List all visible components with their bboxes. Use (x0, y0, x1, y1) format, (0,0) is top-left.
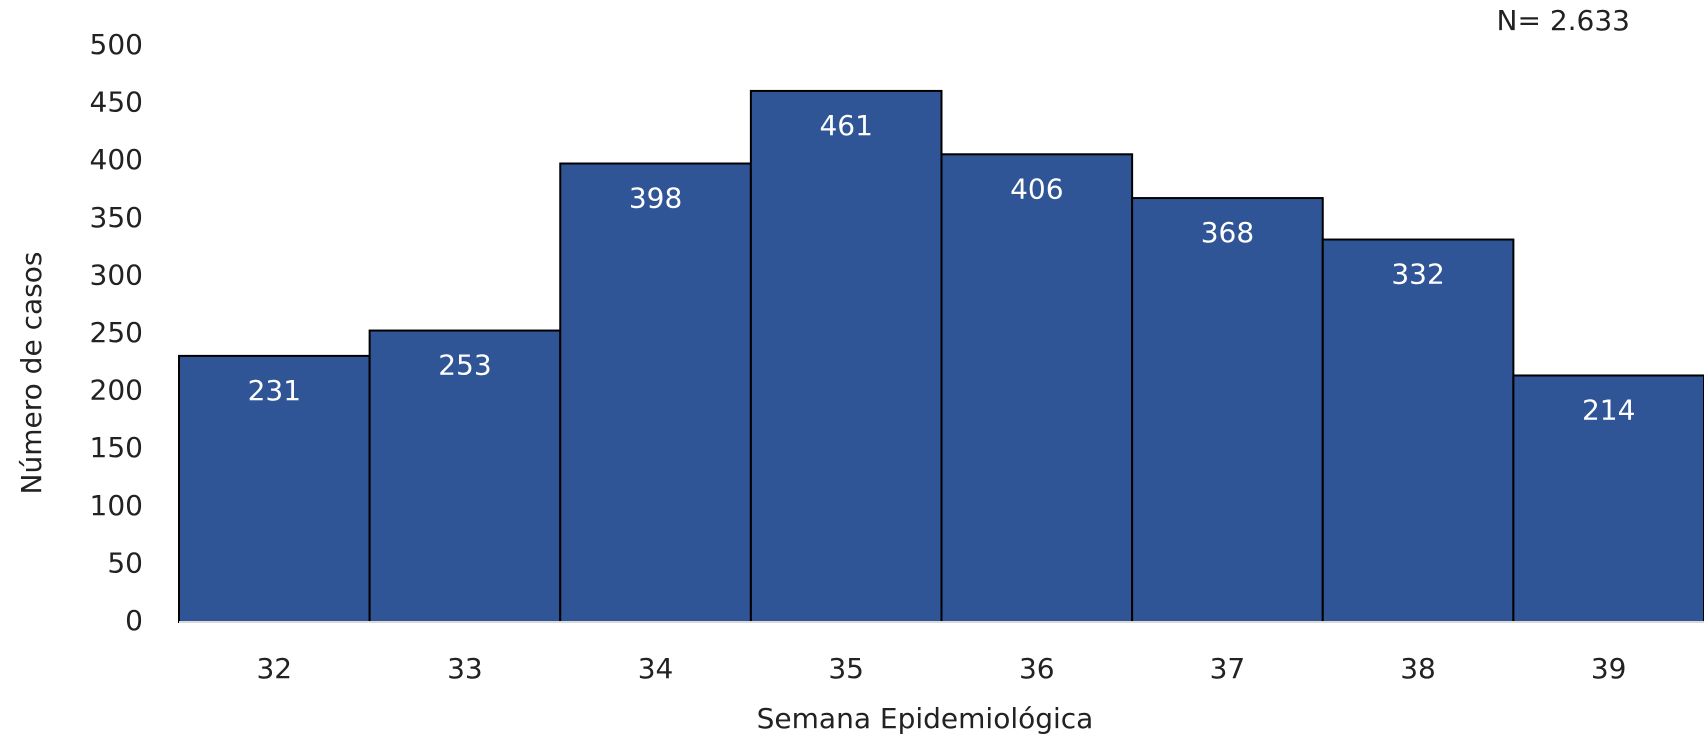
x-tick-label: 38 (1400, 652, 1436, 685)
bar (1321, 238, 1515, 623)
x-axis-title: Semana Epidemiológica (757, 702, 1094, 735)
bar (940, 153, 1134, 623)
y-tick-label: 350 (90, 201, 143, 234)
bar (1131, 197, 1324, 623)
value-label: 406 (1010, 172, 1063, 205)
value-label: 398 (629, 182, 682, 215)
value-label: 332 (1391, 258, 1444, 291)
y-tick-label: 0 (125, 604, 143, 637)
y-tick-label: 50 (107, 546, 143, 579)
y-tick-label: 100 (90, 489, 143, 522)
x-tick-label: 39 (1591, 652, 1627, 685)
bar (178, 354, 371, 623)
value-label: 368 (1201, 216, 1254, 249)
annotation: N= 2.633 (1497, 4, 1630, 37)
bar (368, 329, 562, 623)
bar (749, 89, 943, 624)
y-tick-label: 500 (90, 28, 143, 61)
y-tick-label: 200 (90, 374, 143, 407)
x-tick-label: 36 (1019, 652, 1055, 685)
value-label: 461 (819, 109, 872, 142)
x-tick-label: 37 (1210, 652, 1246, 685)
value-label: 231 (248, 374, 301, 407)
x-tick-label: 32 (256, 652, 292, 685)
y-tick-label: 450 (90, 86, 143, 119)
value-label: 253 (438, 349, 491, 382)
y-tick-label: 300 (90, 258, 143, 291)
x-tick-label: 34 (638, 652, 674, 685)
y-tick-label: 400 (90, 143, 143, 176)
x-tick-label: 33 (447, 652, 483, 685)
y-axis-title: Número de casos (15, 252, 48, 495)
y-tick-label: 250 (90, 316, 143, 349)
x-tick-label: 35 (828, 652, 864, 685)
y-tick-label: 150 (90, 431, 143, 464)
value-label: 214 (1582, 393, 1635, 426)
bar (559, 162, 752, 623)
